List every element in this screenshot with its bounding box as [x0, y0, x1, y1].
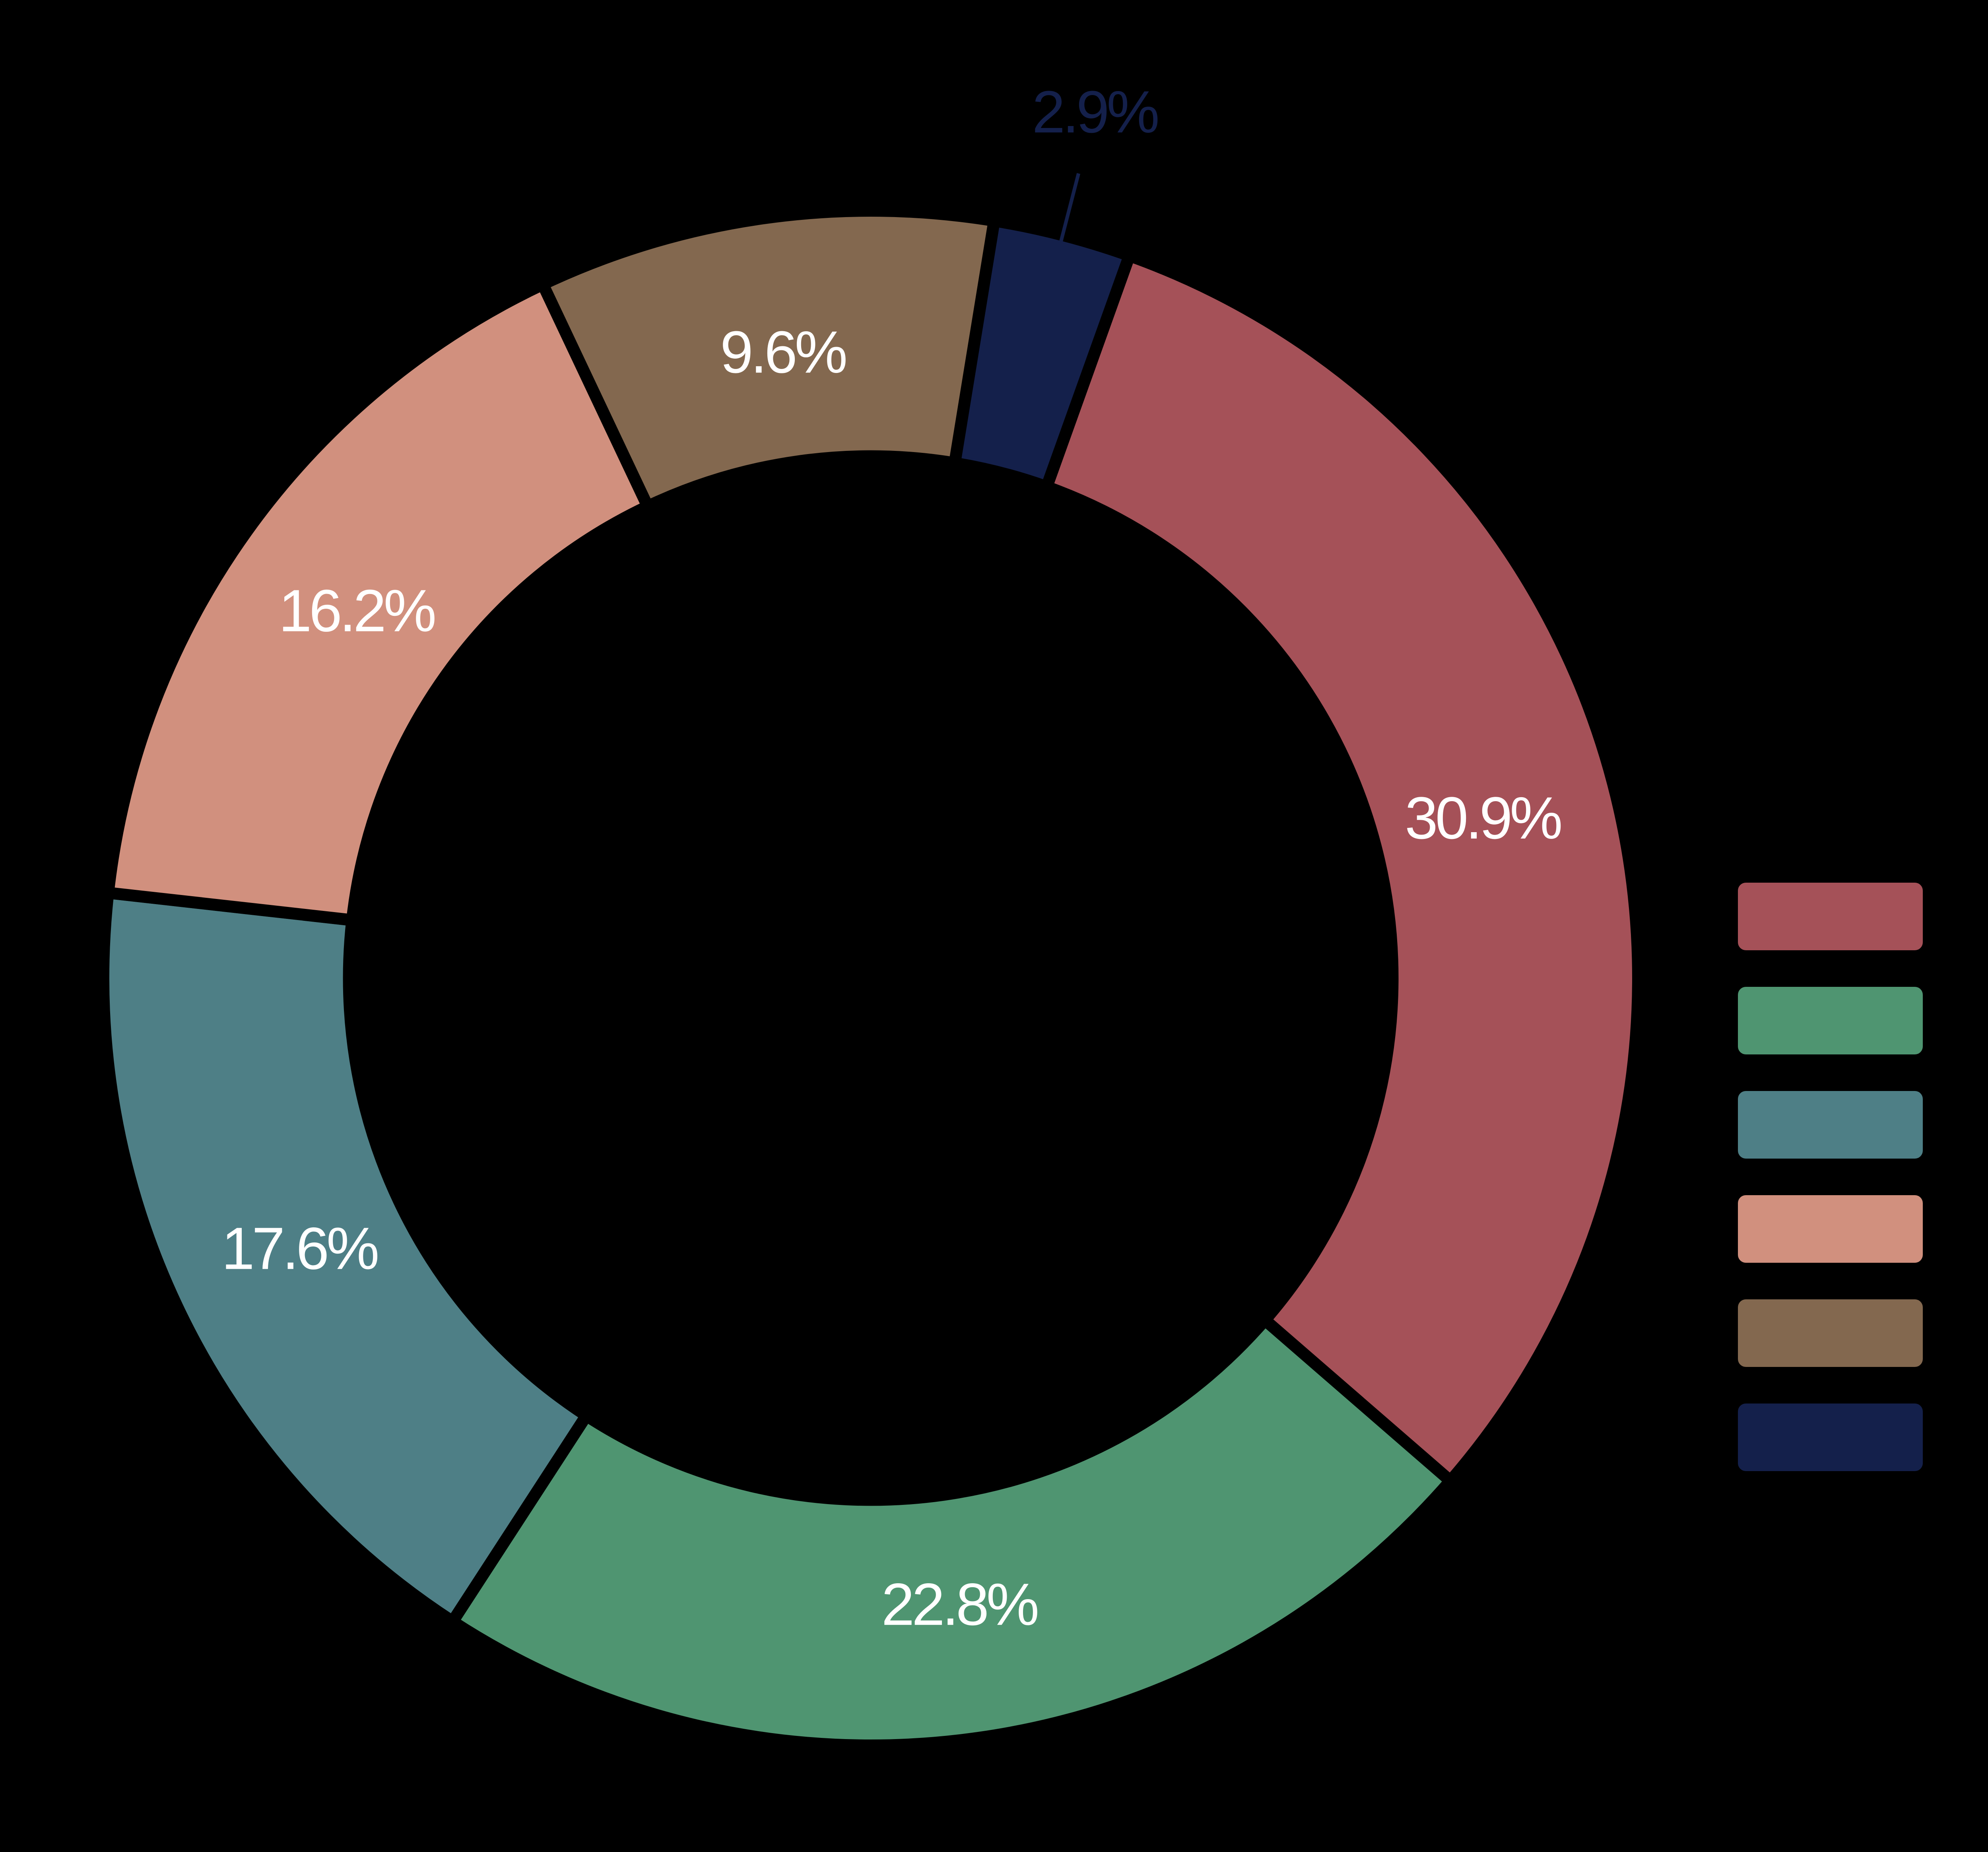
legend-swatch-1	[1738, 987, 1923, 1054]
donut-slice-0	[1039, 248, 1644, 1489]
chart-legend	[1738, 883, 1923, 1471]
legend-swatch-5	[1738, 1404, 1923, 1471]
donut-slices	[97, 205, 1644, 1751]
legend-swatch-0	[1738, 883, 1923, 950]
slice-labels: 30.9% 22.8% 17.6% 16.2% 9.6% 2.9%	[221, 78, 1564, 1638]
slice-label-1: 22.8%	[881, 1571, 1038, 1638]
legend-swatch-4	[1738, 1299, 1923, 1367]
slice-label-3: 16.2%	[279, 577, 435, 644]
donut-slice-1	[444, 1311, 1459, 1751]
slice-label-4: 9.6%	[720, 318, 846, 385]
slice-label-outside-5: 2.9%	[1032, 78, 1158, 145]
legend-swatch-3	[1738, 1195, 1923, 1263]
legend-swatch-2	[1738, 1091, 1923, 1159]
slice-label-2: 17.6%	[221, 1215, 378, 1282]
donut-slice-5	[947, 214, 1137, 495]
donut-slice-2	[97, 886, 595, 1630]
leader-line-5	[1055, 173, 1080, 259]
donut-slice-4	[535, 205, 1001, 514]
donut-slice-3	[101, 276, 656, 927]
slice-label-0: 30.9%	[1405, 784, 1561, 851]
